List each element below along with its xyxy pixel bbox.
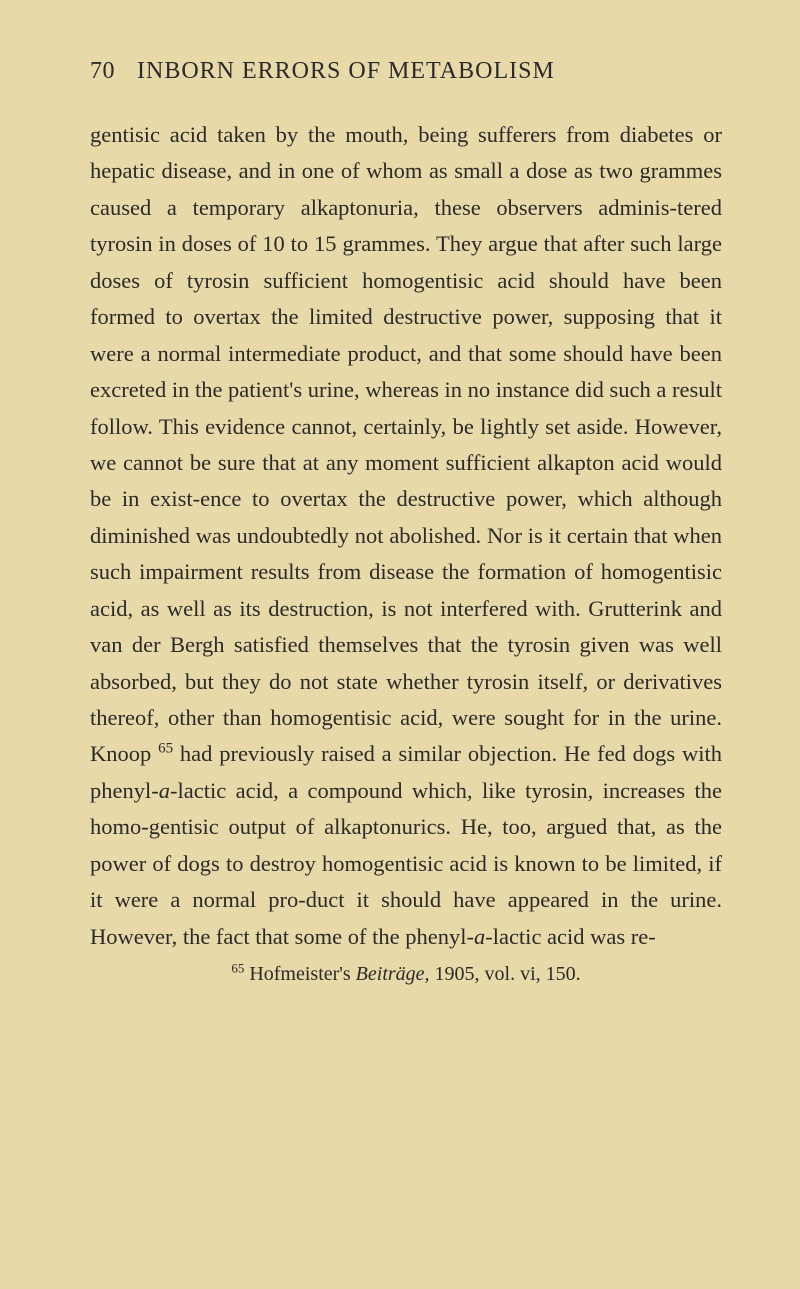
alpha-italic-2: a bbox=[474, 924, 485, 949]
page-header: 70 INBORN ERRORS OF METABOLISM bbox=[90, 58, 722, 85]
alpha-italic-1: a bbox=[159, 778, 170, 803]
footnote-author: Hofmeister's bbox=[249, 963, 355, 985]
body-text-1: gentisic acid taken by the mouth, being … bbox=[90, 122, 722, 766]
footnote-work: Beiträge, bbox=[356, 963, 430, 985]
footnote-number: 65 bbox=[231, 960, 244, 975]
body-paragraph: gentisic acid taken by the mouth, being … bbox=[90, 117, 722, 955]
footnote-citation: 1905, vol. vi, 150. bbox=[430, 963, 581, 985]
body-text-4: -lactic acid was re- bbox=[485, 924, 656, 949]
footnote-reference: 65 bbox=[158, 741, 173, 757]
footnote: 65 Hofmeister's Beiträge, 1905, vol. vi,… bbox=[90, 959, 722, 989]
page-number: 70 bbox=[90, 58, 115, 85]
page-title: INBORN ERRORS OF METABOLISM bbox=[137, 58, 555, 85]
